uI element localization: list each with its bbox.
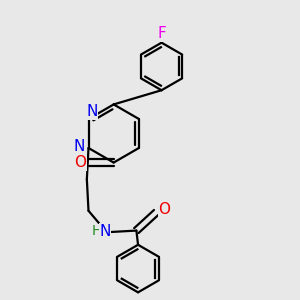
Text: O: O — [158, 202, 170, 217]
Text: N: N — [86, 104, 98, 119]
Text: F: F — [157, 26, 166, 41]
Text: O: O — [74, 155, 86, 170]
Text: N: N — [74, 139, 85, 154]
Text: H: H — [92, 224, 102, 238]
Text: N: N — [99, 224, 111, 239]
